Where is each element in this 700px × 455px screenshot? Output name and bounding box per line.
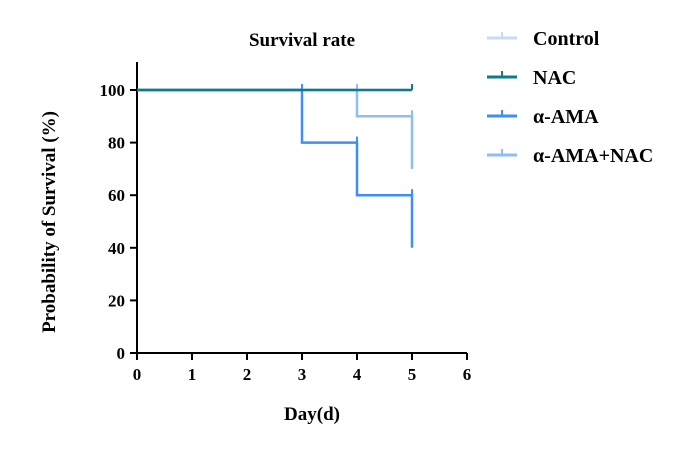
legend-label: α-AMA (533, 106, 599, 128)
x-tick-label: 3 (298, 365, 307, 384)
x-tick-label: 1 (188, 365, 197, 384)
chart-title: Survival rate (249, 30, 355, 51)
legend-label: NAC (533, 67, 576, 89)
legend-label: Control (533, 28, 600, 50)
y-tick-label: 60 (108, 186, 125, 205)
x-axis-label: Day(d) (284, 404, 340, 425)
x-tick-label: 2 (243, 365, 252, 384)
x-tick-label: 6 (463, 365, 472, 384)
y-tick-label: 40 (108, 239, 125, 258)
y-axis-label: Probability of Survival (%) (39, 111, 60, 333)
y-tick-label: 80 (108, 134, 125, 153)
x-tick-label: 4 (353, 365, 362, 384)
x-tick-label: 5 (408, 365, 417, 384)
legend-label: α-AMA+NAC (533, 145, 653, 167)
series-line-3 (137, 88, 414, 169)
y-tick-label: 20 (108, 291, 125, 310)
y-tick-label: 0 (117, 344, 126, 363)
series-line-2 (137, 88, 414, 248)
y-tick-label: 100 (100, 81, 126, 100)
x-tick-label: 0 (133, 365, 142, 384)
